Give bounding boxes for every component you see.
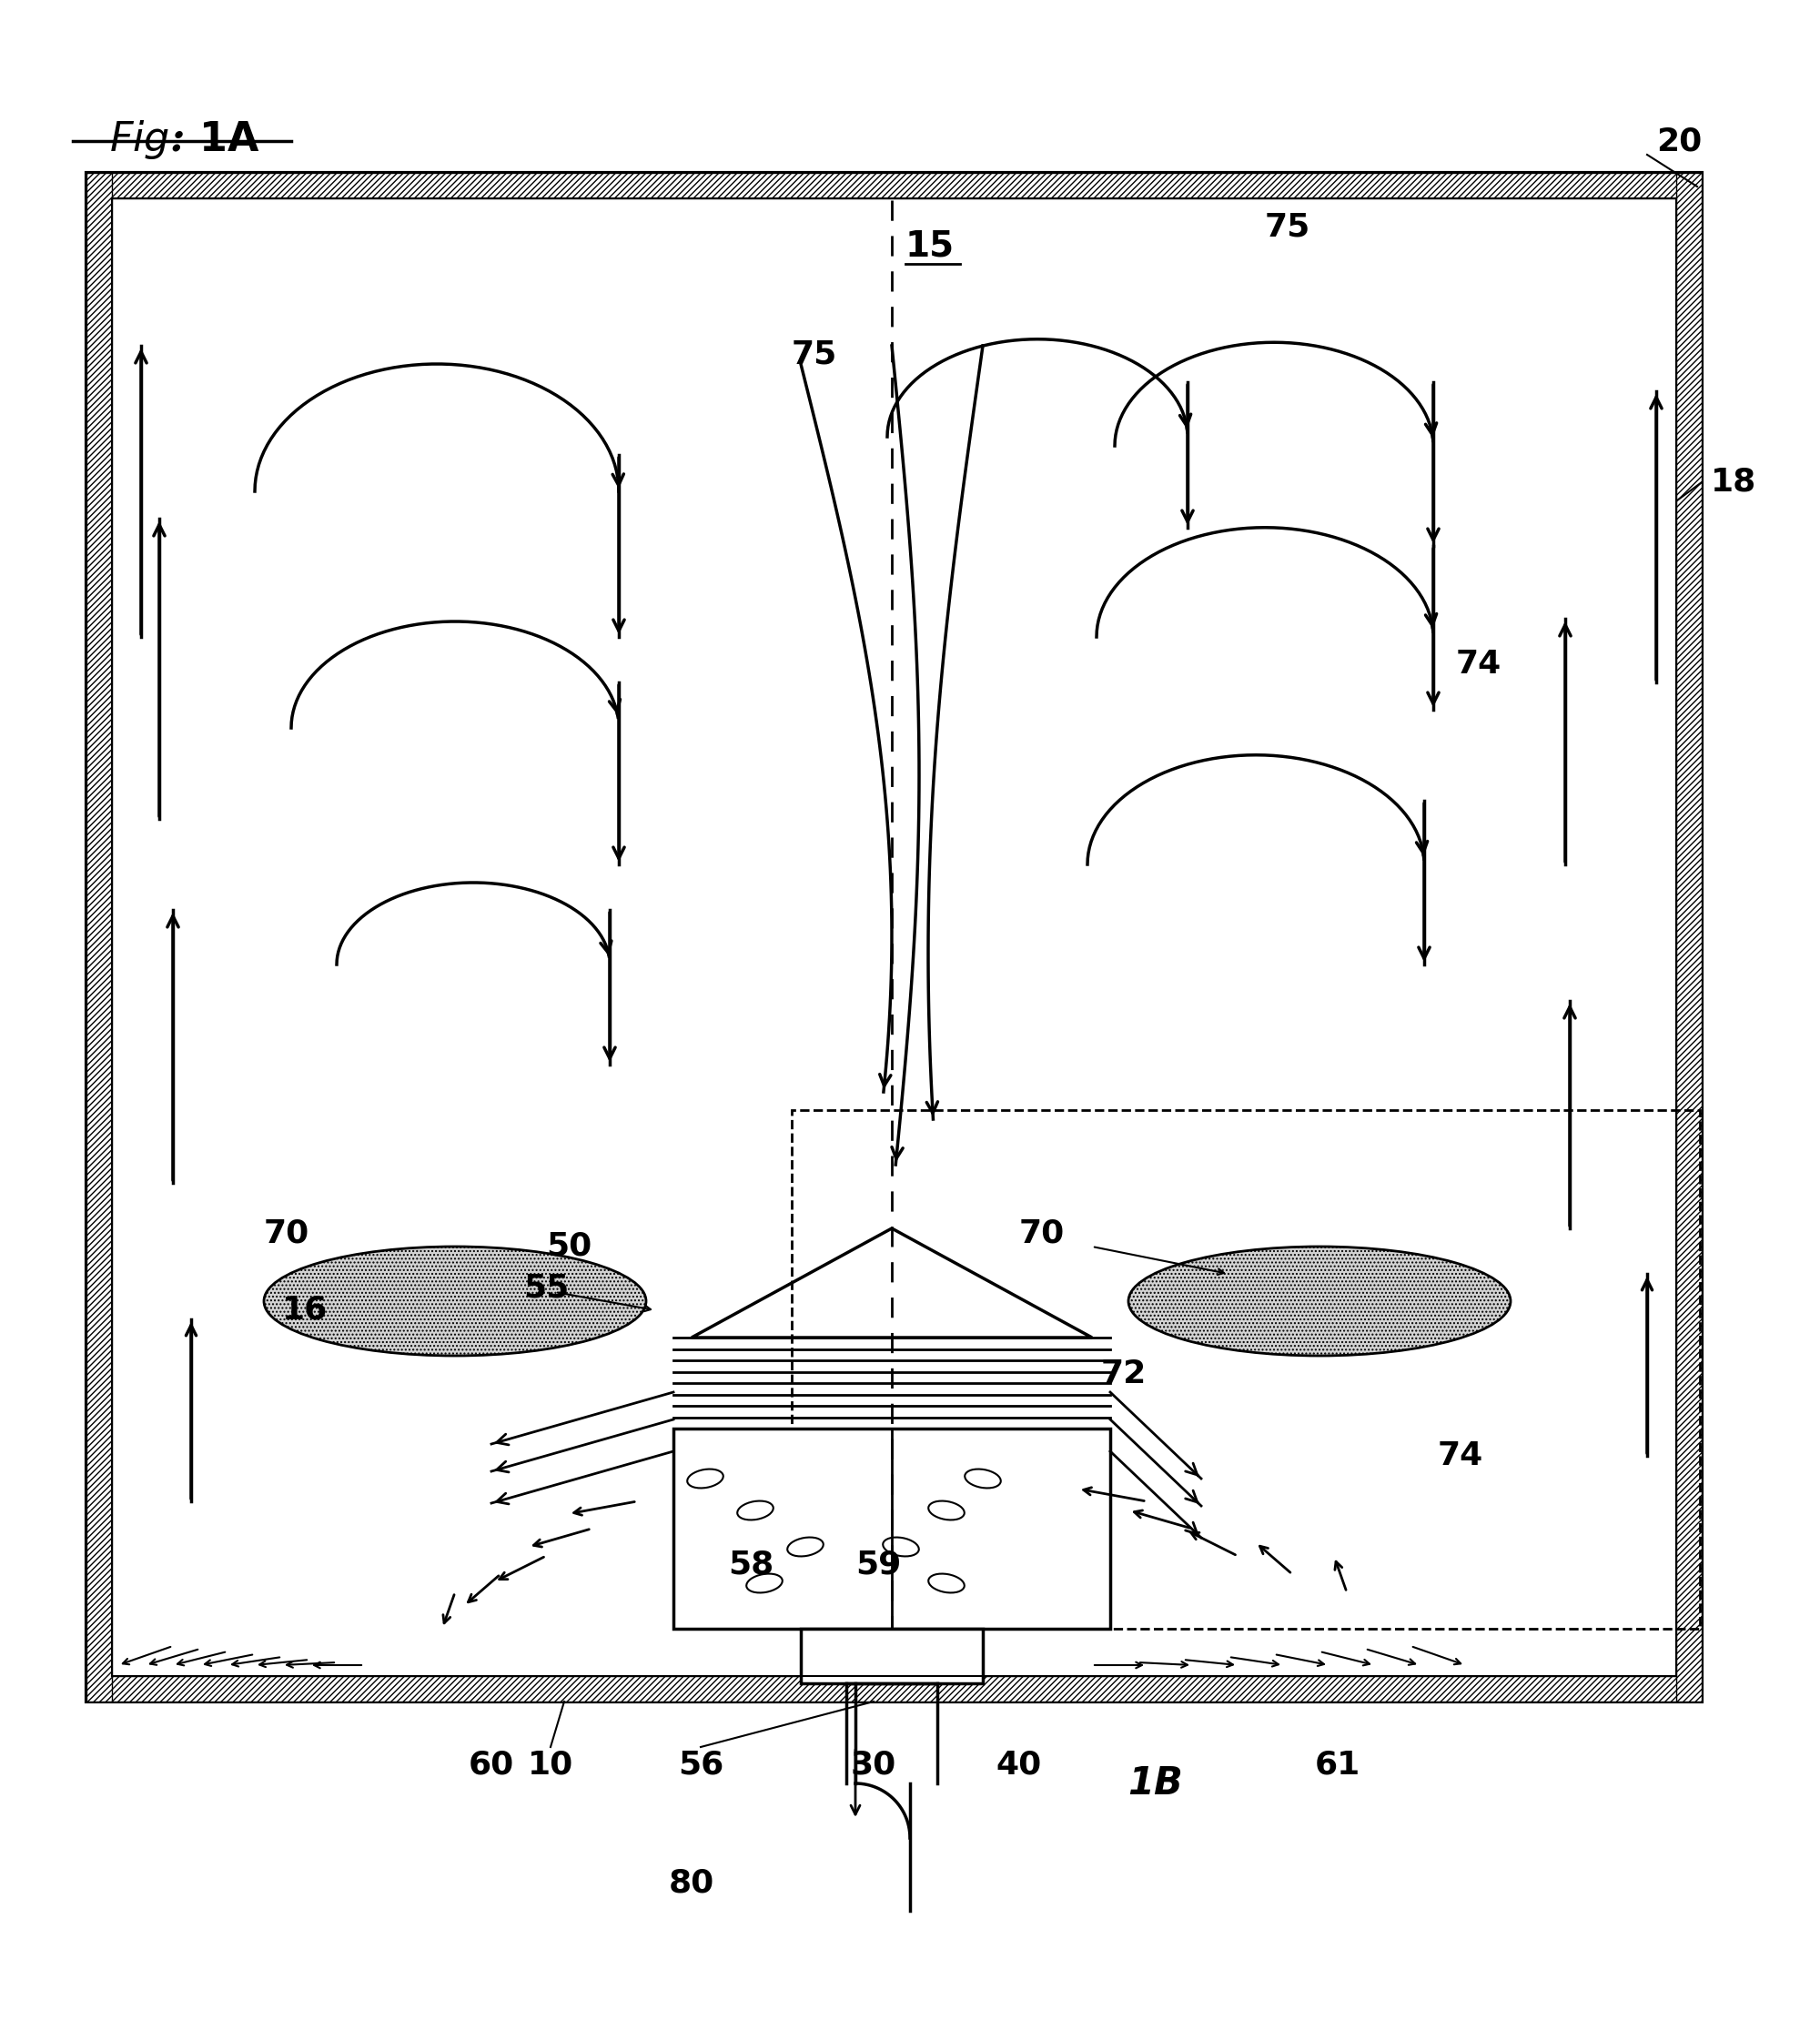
Bar [87, 173, 113, 1701]
Text: 20: 20 [1656, 126, 1702, 157]
Text: 72: 72 [1101, 1359, 1147, 1389]
Text: 58: 58 [728, 1550, 773, 1581]
Text: 70: 70 [264, 1218, 309, 1248]
Bar [792, 1110, 1700, 1628]
Bar [801, 1628, 983, 1683]
Text: 10: 10 [528, 1750, 573, 1781]
Text: $\mathit{Fig}$: $\mathbf{1A}$: $\mathit{Fig}$: $\mathbf{1A}$ [109, 118, 260, 161]
Text: 1B: 1B [1128, 1765, 1183, 1803]
Bar [87, 173, 1702, 1701]
Text: 70: 70 [1019, 1218, 1065, 1248]
Bar [673, 1428, 1110, 1628]
Text: 50: 50 [546, 1230, 592, 1263]
Text: 74: 74 [1438, 1440, 1483, 1471]
Text: 30: 30 [850, 1750, 897, 1781]
Text: 75: 75 [1265, 212, 1310, 243]
Text: 16: 16 [282, 1295, 328, 1326]
Text: 55: 55 [524, 1273, 570, 1304]
Ellipse shape [264, 1246, 646, 1357]
Text: 61: 61 [1314, 1750, 1361, 1781]
Text: 56: 56 [677, 1750, 724, 1781]
Text: 74: 74 [1456, 649, 1501, 679]
Text: 60: 60 [468, 1750, 515, 1781]
Text: 59: 59 [855, 1550, 901, 1581]
Text: 80: 80 [668, 1869, 715, 1899]
Text: 15: 15 [906, 228, 956, 263]
Text: 18: 18 [1711, 467, 1756, 498]
Text: 75: 75 [792, 339, 837, 371]
Ellipse shape [1128, 1246, 1511, 1357]
Bar [1676, 173, 1702, 1701]
Text: 40: 40 [996, 1750, 1043, 1781]
Bar [87, 173, 1702, 198]
Bar [87, 1677, 1702, 1701]
